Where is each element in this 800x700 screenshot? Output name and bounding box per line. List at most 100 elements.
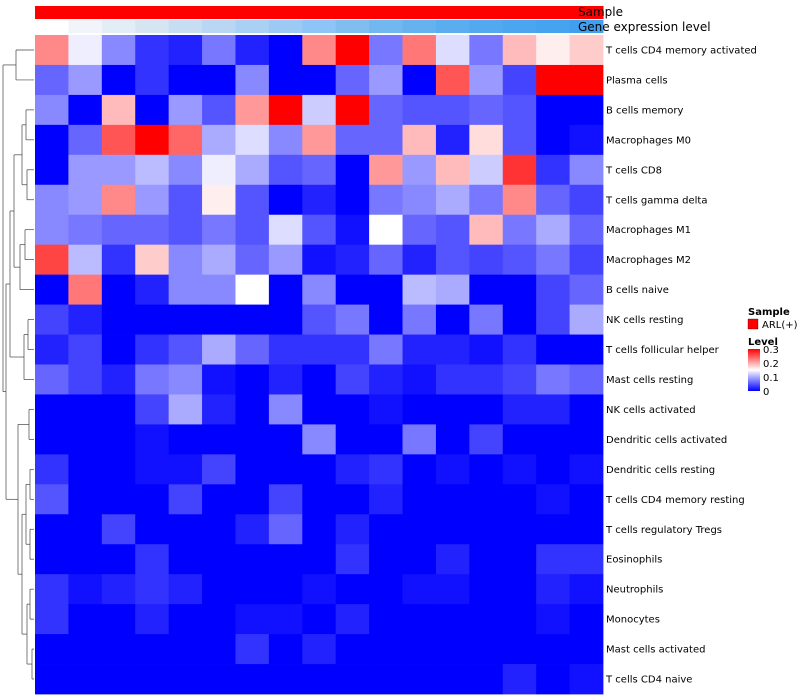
sample-annotation-cell — [502, 6, 537, 19]
legend-level-colorbar — [748, 349, 760, 391]
heatmap-cell — [402, 214, 437, 246]
heatmap-cell — [135, 304, 170, 335]
heatmap-cell — [536, 514, 570, 545]
row-label: NK cells activated — [606, 405, 696, 416]
heatmap-cell — [369, 184, 403, 216]
heatmap-cell — [569, 334, 604, 365]
sample-annotation-cell — [435, 6, 470, 19]
heatmap-cell — [202, 154, 236, 186]
heatmap-cell — [101, 424, 136, 455]
heatmap-cell — [135, 634, 170, 665]
heatmap-cell — [335, 94, 370, 126]
heatmap-cell — [168, 544, 203, 575]
heatmap-cell — [502, 244, 537, 276]
heatmap-cell — [268, 424, 303, 455]
row-label: T cells CD4 memory resting — [605, 495, 745, 506]
heatmap-cell — [268, 484, 303, 515]
heatmap-cell — [569, 424, 604, 455]
heatmap-cell — [268, 394, 303, 425]
heatmap-cell — [536, 214, 570, 246]
heatmap-cell — [402, 604, 437, 635]
heatmap-cell — [68, 334, 103, 365]
heatmap-cell — [569, 454, 604, 485]
heatmap-cell — [335, 124, 370, 156]
heatmap-cell — [469, 394, 504, 425]
heatmap-cell — [335, 634, 370, 665]
heatmap-cell — [235, 634, 270, 665]
legend-sample-swatch — [747, 318, 759, 330]
row-label: Monocytes — [606, 615, 660, 626]
heatmap-cell — [235, 124, 270, 156]
heatmap-cell — [235, 154, 270, 186]
heatmap-cell — [101, 454, 136, 485]
row-labels: T cells CD4 memory activated Plasma cells… — [605, 45, 757, 685]
heatmap-cell — [235, 35, 270, 66]
heatmap-cell — [68, 574, 103, 605]
heatmap-cell — [569, 484, 604, 515]
heatmap-cell — [268, 124, 303, 156]
heatmap-cell — [302, 124, 337, 156]
legend-tick-0.2: 0.2 — [763, 359, 779, 370]
heatmap-cell — [35, 64, 69, 96]
heatmap-cell — [168, 484, 203, 515]
heatmap-cell — [569, 274, 604, 305]
heatmap-cell — [369, 454, 403, 485]
heatmap-cell — [35, 484, 69, 515]
heatmap-cell — [135, 604, 170, 635]
heatmap-cell — [536, 634, 570, 665]
heatmap-cell — [135, 574, 170, 605]
heatmap-cell — [101, 574, 136, 605]
heatmap-cell — [402, 35, 437, 66]
heatmap-cell — [469, 664, 504, 695]
heatmap-cell — [35, 394, 69, 425]
heatmap-cell — [235, 394, 270, 425]
heatmap-cell — [502, 304, 537, 335]
heatmap-cell — [268, 604, 303, 635]
heatmap-cell — [369, 154, 403, 186]
heatmap-cell — [435, 364, 470, 395]
heatmap-cell — [35, 634, 69, 665]
sample-annotation-cell — [536, 6, 571, 19]
heatmap-cell — [168, 124, 203, 156]
heatmap-cell — [135, 664, 170, 695]
heatmap-cell — [302, 634, 337, 665]
heatmap-cell — [168, 274, 203, 305]
legend-tick-0.1: 0.1 — [763, 373, 779, 384]
heatmap-cell — [335, 304, 370, 335]
heatmap-cell — [335, 604, 370, 635]
heatmap-cell — [502, 514, 537, 545]
heatmap-cell — [469, 514, 504, 545]
heatmap-cell — [35, 604, 69, 635]
heatmap-cell — [202, 424, 236, 455]
heatmap-cell — [502, 424, 537, 455]
heatmap-cell — [168, 64, 203, 96]
gene-expression-annotation-cell — [569, 20, 604, 33]
heatmap-cell — [68, 514, 103, 545]
heatmap-cell — [35, 94, 69, 126]
heatmap-cell — [569, 35, 604, 66]
heatmap-cell — [435, 214, 470, 246]
heatmap-cell — [369, 514, 403, 545]
heatmap-cell — [335, 544, 370, 575]
heatmap-cell — [402, 394, 437, 425]
legend-level-title: Level — [748, 337, 778, 348]
heatmap-cell — [469, 244, 504, 276]
heatmap-cell — [135, 154, 170, 186]
gene-expression-annotation-cell — [369, 20, 404, 33]
heatmap-cell — [68, 184, 103, 216]
heatmap-cell — [502, 184, 537, 216]
heatmap-cell — [268, 184, 303, 216]
heatmap-cell — [168, 514, 203, 545]
heatmap-cell — [235, 334, 270, 365]
heatmap-cell — [68, 35, 103, 66]
row-label: Macrophages M0 — [606, 135, 691, 146]
heatmap-cells — [35, 35, 604, 695]
heatmap-cell — [302, 514, 337, 545]
row-label: T cells regulatory Tregs — [605, 525, 722, 536]
heatmap-cell — [35, 544, 69, 575]
heatmap-cell — [202, 94, 236, 126]
heatmap-cell — [502, 664, 537, 695]
heatmap-cell — [168, 454, 203, 485]
heatmap-cell — [302, 64, 337, 96]
heatmap-cell — [435, 484, 470, 515]
